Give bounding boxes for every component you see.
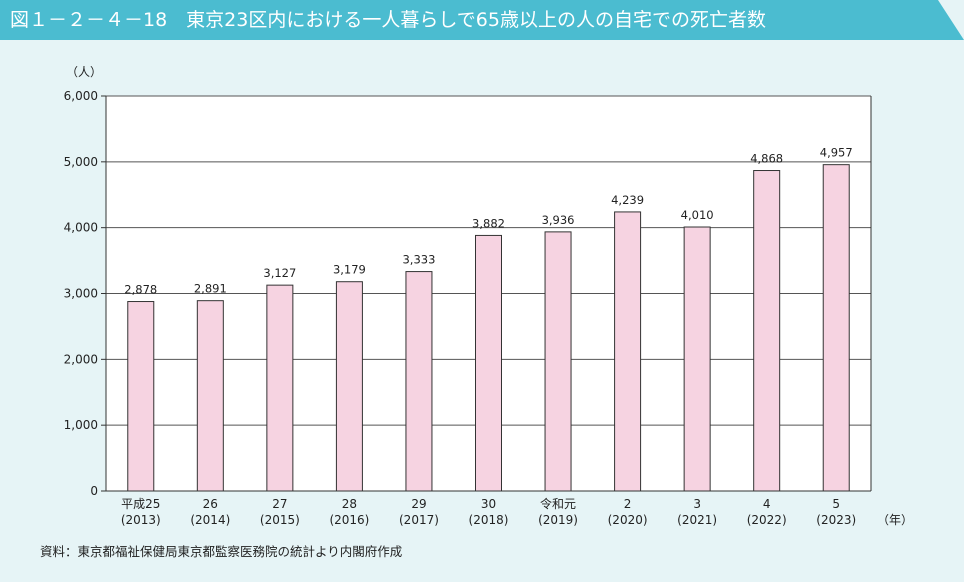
y-tick-label: 2,000 — [64, 352, 98, 366]
bar — [266, 284, 294, 492]
y-tick-label: 0 — [90, 484, 98, 498]
bars — [127, 164, 850, 492]
data-label: 2,878 — [124, 283, 157, 297]
x-tick-label-year: (2020) — [608, 513, 648, 527]
figure-title-bar: 図１－２－４－18 東京23区内における一人暮らしで65歳以上の人の自宅での死亡… — [0, 0, 964, 40]
y-tick-label: 4,000 — [64, 221, 98, 235]
x-tick-label: 3 — [693, 497, 701, 511]
x-axis-label: （年） — [877, 513, 913, 527]
x-tick-label-year: (2013) — [121, 513, 161, 527]
x-tick-label-year: (2022) — [747, 513, 787, 527]
x-tick-label-year: (2023) — [816, 513, 856, 527]
bar — [614, 211, 642, 492]
data-label: 3,333 — [402, 253, 435, 267]
x-tick-label-year: (2018) — [469, 513, 509, 527]
y-tick-label: 6,000 — [64, 89, 98, 103]
y-tick-label: 5,000 — [64, 155, 98, 169]
x-tick-label: 27 — [272, 497, 287, 511]
x-tick-label: 平成25 — [121, 497, 160, 511]
x-tick-label: 2 — [624, 497, 632, 511]
x-tick-label: 26 — [203, 497, 218, 511]
data-label: 4,010 — [681, 208, 714, 222]
y-tick-label: 1,000 — [64, 418, 98, 432]
x-tick-label-year: (2021) — [677, 513, 717, 527]
x-tick-label-year: (2015) — [260, 513, 300, 527]
data-label: 3,882 — [472, 216, 505, 230]
x-tick-label: 4 — [763, 497, 771, 511]
axes — [101, 95, 872, 492]
x-tick-label-year: (2016) — [329, 513, 369, 527]
x-tick-label: 30 — [481, 497, 496, 511]
data-label: 3,127 — [263, 266, 296, 280]
bar — [475, 234, 502, 492]
labels: 0 1,000 2,000 3,000 4,000 5,000 6,000 （人） 2,878 平… — [64, 65, 913, 527]
data-label: 3,936 — [542, 213, 575, 227]
data-label: 3,179 — [333, 263, 366, 277]
bar — [822, 164, 850, 492]
bar-chart: 0 1,000 2,000 3,000 4,000 5,000 6,000 （人） 2,878 平… — [64, 65, 913, 527]
bar — [683, 226, 711, 492]
x-tick-label-year: (2019) — [538, 513, 578, 527]
figure-title: 図１－２－４－18 東京23区内における一人暮らしで65歳以上の人の自宅での死亡… — [10, 9, 766, 31]
x-tick-label: 5 — [832, 497, 840, 511]
y-tick-label: 3,000 — [64, 287, 98, 301]
source-note: 資料：東京都福祉保健局東京都監察医務院の統計より内閣府作成 — [40, 544, 403, 559]
data-label: 4,239 — [611, 193, 644, 207]
bar — [544, 231, 572, 492]
bar — [335, 281, 363, 492]
x-tick-label: 28 — [342, 497, 357, 511]
bar — [127, 301, 155, 492]
x-tick-label-year: (2014) — [190, 513, 230, 527]
bar — [196, 300, 224, 492]
y-axis-label: （人） — [66, 65, 102, 79]
bar — [405, 271, 433, 492]
data-label: 2,891 — [194, 282, 227, 296]
x-tick-label-year: (2017) — [399, 513, 439, 527]
title-bar-background — [0, 0, 964, 40]
data-label: 4,868 — [750, 152, 783, 166]
data-label: 4,957 — [820, 146, 853, 160]
x-tick-label: 29 — [411, 497, 426, 511]
bar — [753, 170, 781, 492]
chart-area: 0 1,000 2,000 3,000 4,000 5,000 6,000 （人） 2,878 平… — [0, 40, 964, 578]
x-tick-label: 令和元 — [540, 496, 576, 511]
